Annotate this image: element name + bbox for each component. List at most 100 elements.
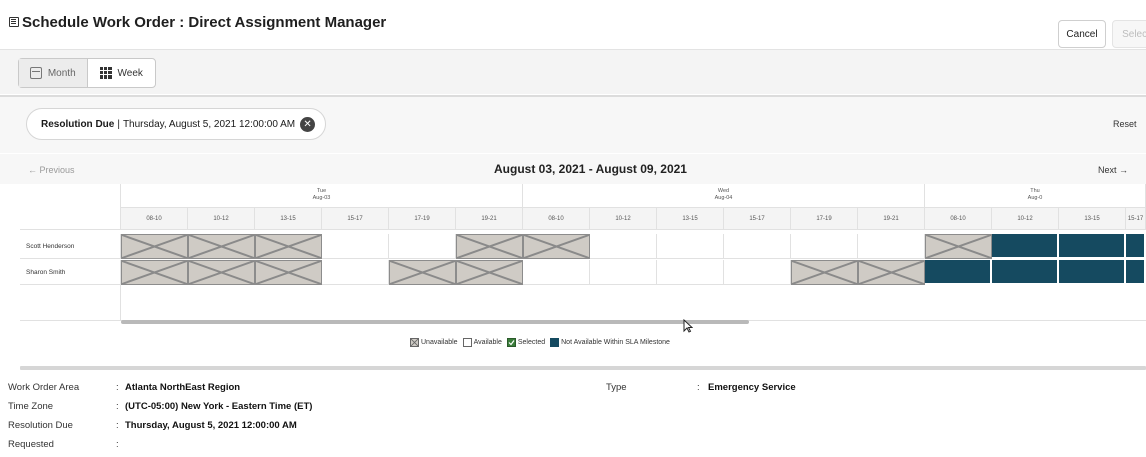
slot-cell-available[interactable]: [657, 234, 724, 259]
slot-cell-available[interactable]: [791, 234, 858, 259]
slot-cell-available[interactable]: [523, 260, 590, 285]
day-weekday: Wed: [717, 188, 730, 194]
slot-cell-unavailable: [188, 260, 255, 285]
day-header: Thu Aug-0: [925, 184, 1146, 208]
slot-cell-available[interactable]: [858, 234, 925, 259]
mouse-cursor-icon: [683, 319, 693, 333]
date-range-title: August 03, 2021 - August 09, 2021: [494, 162, 687, 176]
month-view-label: Month: [47, 67, 76, 79]
day-header: Wed Aug-04: [523, 184, 925, 208]
slot-cell-not-available-sla: [992, 260, 1059, 285]
time-slot-header: 10-12: [188, 208, 255, 230]
page-title: Schedule Work Order : Direct Assignment …: [9, 14, 386, 31]
slot-cell-available[interactable]: [590, 260, 657, 285]
legend-selected: Selected: [506, 337, 546, 347]
view-toggle: Month Week: [18, 58, 156, 88]
time-slot-header: 13-15: [657, 208, 724, 230]
slot-cell-unavailable: [121, 260, 188, 285]
resolution-due-label: Resolution Due: [8, 420, 73, 431]
calendar-icon: [29, 67, 42, 79]
slot-cell-unavailable: [121, 234, 188, 259]
technician-row-label: Sharon Smith: [20, 260, 121, 285]
day-header: Tue Aug-03: [121, 184, 523, 208]
unavailable-swatch: [410, 337, 419, 347]
filter-chip-key: Resolution Due: [41, 118, 115, 130]
page-title-text: Schedule Work Order : Direct Assignment …: [22, 14, 387, 31]
work-order-icon: [9, 17, 19, 27]
work-order-area-label: Work Order Area: [8, 382, 80, 393]
day-weekday: Tue: [316, 188, 327, 194]
day-weekday: Thu: [1030, 188, 1040, 194]
work-order-details: Work Order Area : Atlanta NorthEast Regi…: [0, 370, 1146, 457]
legend-available-label: Available: [473, 338, 502, 346]
slot-cell-not-available-sla: [1059, 234, 1126, 259]
requested-label: Requested: [8, 439, 54, 450]
time-slot-header: 19-21: [456, 208, 523, 230]
next-link[interactable]: Next →: [1098, 165, 1129, 175]
time-slot-header: 10-12: [992, 208, 1059, 230]
time-slot-header: 10-12: [590, 208, 657, 230]
previous-link[interactable]: ← Previous: [28, 165, 75, 175]
select-button[interactable]: Select: [1112, 20, 1146, 48]
time-slot-header: 08-10: [121, 208, 188, 230]
grid-icon: [99, 67, 112, 79]
horizontal-scrollbar[interactable]: [121, 320, 749, 324]
slot-cell-not-available-sla: [1059, 260, 1126, 285]
slot-cell-unavailable: [255, 260, 322, 285]
technician-row-label: Scott Henderson: [20, 234, 121, 259]
empty-row: [20, 285, 1146, 321]
slot-cell-available[interactable]: [590, 234, 657, 259]
filter-chip-separator: |: [117, 118, 120, 130]
time-slot-header: 13-15: [255, 208, 322, 230]
time-slot-header: 15-17: [322, 208, 389, 230]
slot-cell-unavailable: [389, 260, 456, 285]
slot-cell-unavailable: [791, 260, 858, 285]
slot-cell-available[interactable]: [322, 234, 389, 259]
time-slot-header: 19-21: [858, 208, 925, 230]
time-slot-header: 08-10: [523, 208, 590, 230]
legend-not-available: Not Available Within SLA Milestone: [550, 337, 670, 347]
close-icon[interactable]: ✕: [300, 116, 316, 132]
colon: :: [116, 382, 119, 393]
filter-chip-value: Thursday, August 5, 2021 12:00:00 AM: [122, 118, 296, 130]
cancel-button[interactable]: Cancel: [1058, 20, 1106, 48]
time-slot-header: 13-15: [1059, 208, 1126, 230]
view-toolbar: [0, 50, 1146, 94]
slot-cell-unavailable: [925, 234, 992, 259]
colon: :: [116, 420, 119, 431]
month-view-button[interactable]: Month: [19, 59, 88, 87]
work-order-area-value: Atlanta NorthEast Region: [125, 382, 241, 393]
selected-swatch: [506, 337, 516, 347]
legend-unavailable-label: Unavailable: [421, 338, 458, 346]
slot-cell-unavailable: [188, 234, 255, 259]
slot-cell-unavailable: [523, 234, 590, 259]
week-view-button[interactable]: Week: [88, 59, 156, 87]
slot-cell-available[interactable]: [322, 260, 389, 285]
reset-link[interactable]: Reset: [1113, 119, 1137, 129]
slot-cell-available[interactable]: [724, 234, 791, 259]
resolution-due-filter-chip[interactable]: Resolution Due | Thursday, August 5, 202…: [26, 108, 327, 140]
slot-cell-available[interactable]: [724, 260, 791, 285]
legend-selected-label: Selected: [517, 338, 546, 346]
section-divider: [20, 366, 1146, 370]
time-zone-label: Time Zone: [8, 401, 54, 412]
slot-cell-unavailable: [255, 234, 322, 259]
time-slot-header: 08-10: [925, 208, 992, 230]
day-date: Aug-0: [1027, 195, 1043, 201]
legend-unavailable: Unavailable: [410, 337, 458, 347]
available-swatch: [462, 337, 472, 347]
grid-corner: [20, 184, 121, 230]
day-date: Aug-04: [714, 195, 733, 201]
slot-cell-not-available-sla: [1126, 260, 1146, 285]
slot-cell-available[interactable]: [657, 260, 724, 285]
legend-available: Available: [462, 337, 502, 347]
slot-cell-available[interactable]: [389, 234, 456, 259]
time-slot-header: 15-17: [724, 208, 791, 230]
type-value: Emergency Service: [708, 382, 796, 393]
legend: Unavailable Available Selected Not Avail…: [410, 335, 675, 349]
colon: :: [116, 401, 119, 412]
colon: :: [697, 382, 700, 393]
resolution-due-value: Thursday, August 5, 2021 12:00:00 AM: [125, 420, 297, 431]
colon: :: [116, 439, 119, 450]
slot-cell-not-available-sla: [925, 260, 992, 285]
